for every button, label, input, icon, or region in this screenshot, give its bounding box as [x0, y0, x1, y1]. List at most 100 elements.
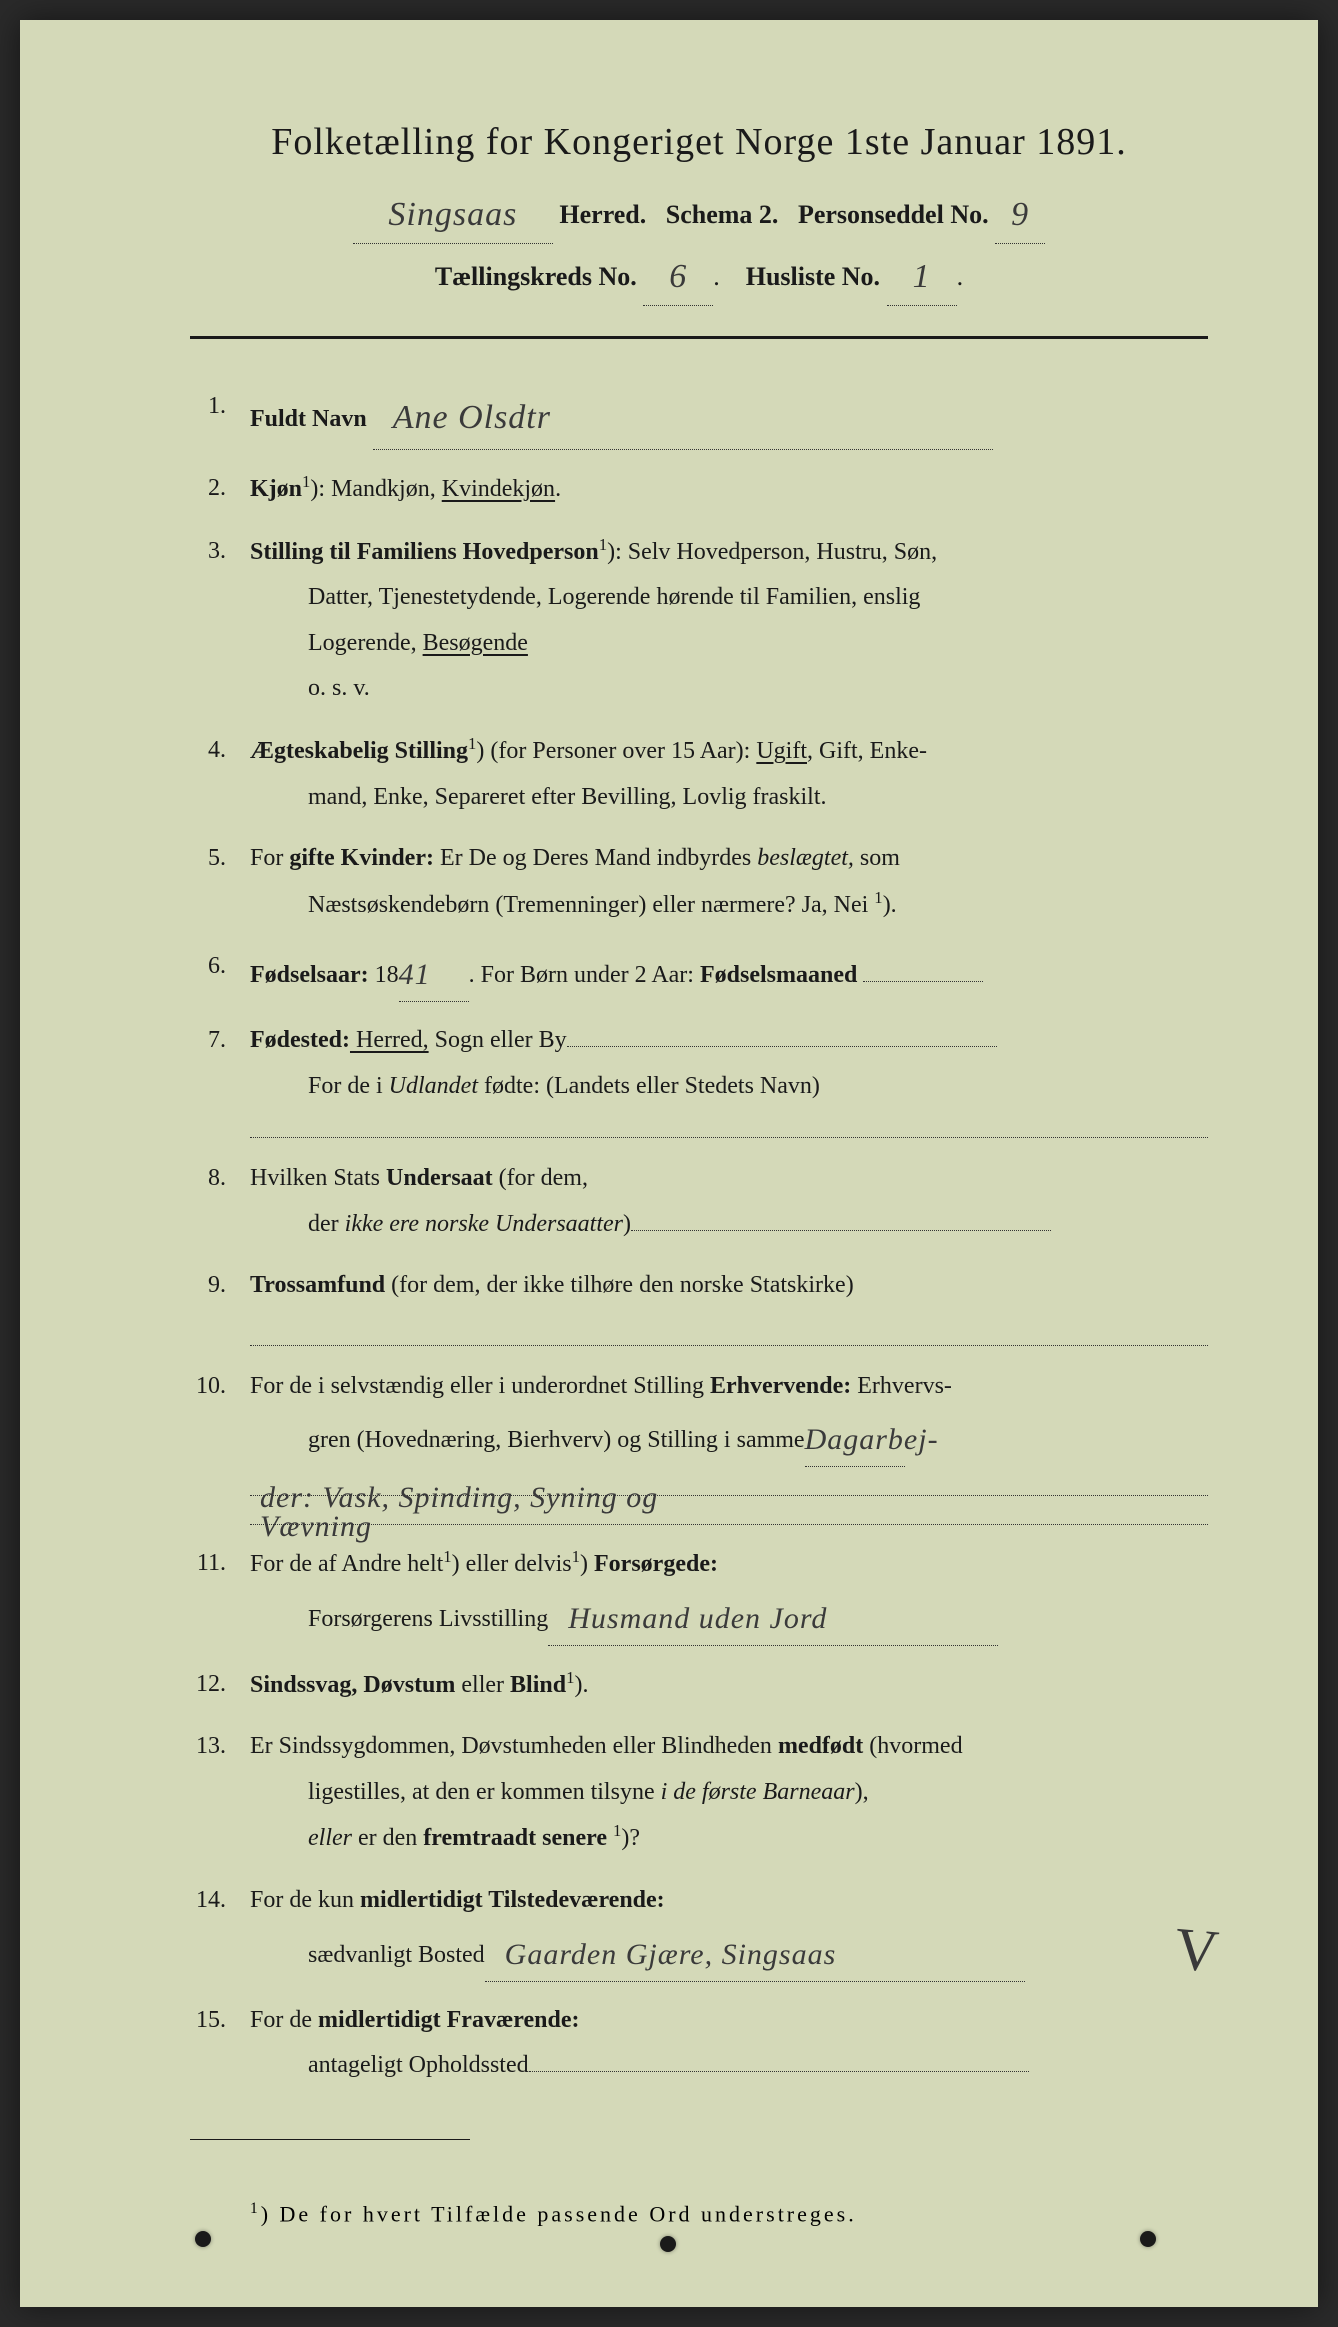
- item-number: 10.: [190, 1364, 250, 1525]
- field-line: gren (Hovednæring, Bierhverv) og Stillin…: [250, 1409, 1208, 1467]
- field-italic: Udlandet: [389, 1073, 478, 1099]
- item-body: For de kun midlertidigt Tilstedeværende:…: [250, 1878, 1208, 1982]
- item-1: 1. Fuldt Navn Ane Olsdtr: [190, 384, 1208, 450]
- residence-hw: Gaarden Gjære, Singsaas: [485, 1938, 837, 1971]
- field-tail: som: [854, 845, 900, 871]
- selected-option: Kvindekjøn: [442, 476, 555, 502]
- field-line: Datter, Tjenestetydende, Logerende høren…: [250, 575, 1208, 621]
- item-body: Ægteskabelig Stilling1) (for Personer ov…: [250, 728, 1208, 820]
- form-items: 1. Fuldt Navn Ane Olsdtr 2. Kjøn1): Mand…: [190, 384, 1208, 2088]
- item-number: 11.: [190, 1541, 250, 1646]
- year-handwritten: 41: [399, 958, 431, 991]
- kreds-label: Tællingskreds No.: [435, 262, 637, 291]
- item-8: 8. Hvilken Stats Undersaat (for dem, der…: [190, 1156, 1208, 1247]
- item-number: 5.: [190, 836, 250, 928]
- item-body: Stilling til Familiens Hovedperson1): Se…: [250, 529, 1208, 712]
- item-number: 8.: [190, 1156, 250, 1247]
- item-11: 11. For de af Andre helt1) eller delvis1…: [190, 1541, 1208, 1646]
- item-15: 15. For de midlertidigt Fraværende: anta…: [190, 1998, 1208, 2089]
- item-3: 3. Stilling til Familiens Hovedperson1):…: [190, 529, 1208, 712]
- field-label: medfødt: [778, 1733, 863, 1759]
- schema-label: Schema 2.: [666, 200, 779, 229]
- item-body: Fødselsaar: 1841. For Børn under 2 Aar: …: [250, 944, 1208, 1002]
- field-text: ): Selv Hovedperson, Hustru, Søn,: [607, 539, 937, 565]
- header-line-2: Tællingskreds No. 6. Husliste No. 1.: [190, 244, 1208, 306]
- field-line: For de i Udlandet fødte: (Landets eller …: [250, 1064, 1208, 1110]
- field-italic: eller: [308, 1825, 352, 1851]
- item-number: 15.: [190, 1998, 250, 2089]
- item-number: 7.: [190, 1018, 250, 1138]
- field-text: ) (for Personer over 15 Aar):: [476, 738, 756, 764]
- footnote-ref: 1: [874, 888, 882, 907]
- field-pre: For de af Andre helt: [250, 1551, 443, 1577]
- item-body: For gifte Kvinder: Er De og Deres Mand i…: [250, 836, 1208, 928]
- item-body: Fuldt Navn Ane Olsdtr: [250, 384, 1208, 450]
- husliste-label: Husliste No.: [746, 262, 880, 291]
- item-9: 9. Trossamfund (for dem, der ikke tilhør…: [190, 1263, 1208, 1345]
- footnote-divider: [190, 2139, 470, 2140]
- field-text: eller: [455, 1672, 510, 1698]
- header-divider: [190, 336, 1208, 339]
- field-line: sædvanligt BostedGaarden Gjære, Singsaas: [250, 1924, 1208, 1982]
- item-2: 2. Kjøn1): Mandkjøn, Kvindekjøn.: [190, 466, 1208, 513]
- dotted-line: [250, 1110, 1208, 1139]
- field-text: ): Mandkjøn,: [310, 476, 441, 502]
- field-label: Blind: [510, 1672, 566, 1698]
- field-label: Sindssvag, Døvstum: [250, 1672, 455, 1698]
- occupation-hw: Vævning: [250, 1510, 372, 1543]
- field-line: o. s. v.: [250, 666, 1208, 712]
- field-label: Fødselsaar:: [250, 962, 369, 988]
- main-title: Folketælling for Kongeriget Norge 1ste J…: [190, 120, 1208, 164]
- selected-option: Ugift: [756, 738, 807, 764]
- punch-hole: [195, 2231, 211, 2247]
- field-label: Trossamfund: [250, 1272, 385, 1298]
- item-body: Sindssvag, Døvstum eller Blind1).: [250, 1662, 1208, 1709]
- item-body: For de af Andre helt1) eller delvis1) Fo…: [250, 1541, 1208, 1646]
- field-tail: .: [555, 476, 561, 502]
- field-line: eller er den fremtraadt senere 1)?: [250, 1815, 1208, 1862]
- punch-hole: [660, 2236, 676, 2252]
- selected-option: Besøgende: [423, 630, 528, 656]
- dotted-line: der: Vask, Spinding, Syning og: [250, 1467, 1208, 1496]
- field-text: ) eller delvis: [452, 1551, 572, 1577]
- field-label: fremtraadt senere: [423, 1825, 607, 1851]
- field-label: midlertidigt Tilstedeværende:: [360, 1887, 665, 1913]
- field-text: (for dem,: [493, 1165, 588, 1191]
- dotted-line: [250, 1317, 1208, 1346]
- field-pre: For: [250, 845, 289, 871]
- footnote-ref: 1: [599, 535, 607, 554]
- footnote-marker: 1: [250, 2200, 261, 2217]
- field-line: der ikke ere norske Undersaatter): [250, 1202, 1208, 1248]
- field-italic: ikke ere norske Undersaatter: [345, 1211, 623, 1237]
- item-body: Er Sindssygdommen, Døvstumheden eller Bl…: [250, 1724, 1208, 1862]
- field-label: Stilling til Familiens Hovedperson: [250, 539, 599, 565]
- field-text: Sogn eller By: [429, 1027, 567, 1053]
- field-text: Er De og Deres Mand indbyrdes: [434, 845, 757, 871]
- field-pre: For de i selvstændig eller i underordnet…: [250, 1373, 710, 1399]
- field-pre: Er Sindssygdommen, Døvstumheden eller Bl…: [250, 1733, 778, 1759]
- field-label: Erhvervende:: [710, 1373, 851, 1399]
- field-text: . For Børn under 2 Aar:: [469, 962, 700, 988]
- field-tail: , Gift, Enke-: [807, 738, 927, 764]
- field-pre: For de kun: [250, 1887, 360, 1913]
- footnote-ref: 1: [443, 1547, 451, 1566]
- item-4: 4. Ægteskabelig Stilling1) (for Personer…: [190, 728, 1208, 820]
- footnote-text: ) De for hvert Tilfælde passende Ord und…: [261, 2201, 857, 2226]
- punch-hole: [1140, 2231, 1156, 2247]
- herred-handwritten: Singsaas: [388, 196, 517, 233]
- herred-label: Herred.: [559, 200, 646, 229]
- item-number: 2.: [190, 466, 250, 513]
- field-label: Ægteskabelig Stilling: [250, 738, 468, 764]
- header-block: Folketælling for Kongeriget Norge 1ste J…: [190, 120, 1208, 306]
- field-text: (hvormed: [863, 1733, 962, 1759]
- field-line: Næstsøskendebørn (Tremenninger) eller næ…: [250, 882, 1208, 929]
- field-italic: beslægtet,: [757, 845, 854, 871]
- field-label: Kjøn: [250, 476, 302, 502]
- selected-option: Herred,: [350, 1027, 429, 1053]
- year-prefix: 18: [369, 962, 399, 988]
- field-line: antageligt Opholdssted: [250, 2043, 1208, 2089]
- item-13: 13. Er Sindssygdommen, Døvstumheden elle…: [190, 1724, 1208, 1862]
- field-label: Fuldt Navn: [250, 406, 367, 432]
- item-body: For de midlertidigt Fraværende: antageli…: [250, 1998, 1208, 2089]
- check-mark: V: [1170, 1891, 1223, 2008]
